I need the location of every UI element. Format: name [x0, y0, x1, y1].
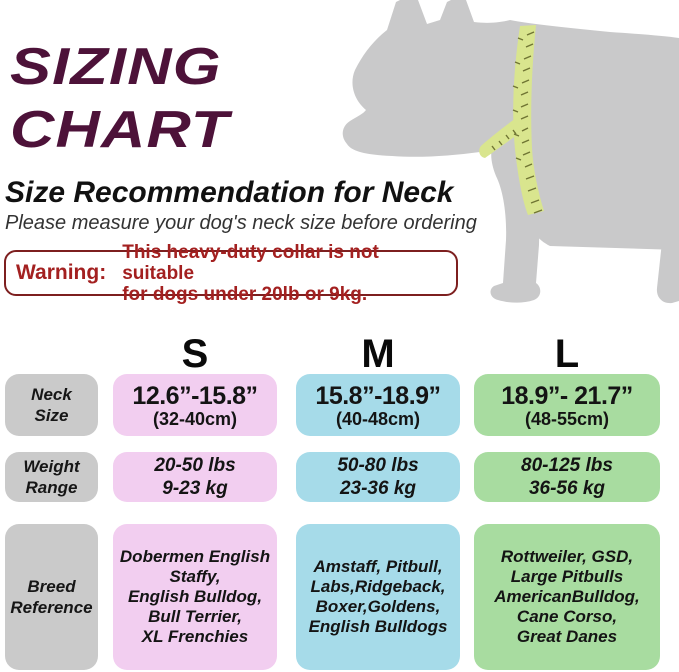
breed-list-s: Dobermen English Staffy, English Bulldog…: [119, 547, 271, 646]
weight-s-kg: 9-23 kg: [162, 478, 228, 499]
column-header-l: L: [554, 332, 580, 376]
row-label-weight-line2: Range: [25, 478, 78, 497]
neck-size-s-inches: 12.6”-15.8”: [132, 381, 258, 410]
breed-reference-cell-s: Dobermen English Staffy, English Bulldog…: [113, 524, 277, 670]
neck-size-cell-m: 15.8”-18.9” (40-48cm): [296, 374, 460, 436]
warning-message-line1: This heavy-duty collar is not suitable: [122, 241, 379, 284]
page-title-line1: SIZING: [10, 38, 222, 96]
weight-s-lbs: 20-50 lbs: [154, 455, 236, 476]
row-label-neck-line1: Neck: [31, 385, 72, 404]
weight-m-kg: 23-36 kg: [339, 478, 417, 499]
weight-range-cell-l: 80-125 lbs 36-56 kg: [474, 452, 660, 502]
row-label-weight-line1: Weight: [23, 457, 80, 476]
neck-size-l-cm: (48-55cm): [524, 408, 610, 429]
warning-label: Warning:: [16, 261, 107, 284]
tape-tick-marks: [491, 31, 543, 214]
page-title: SIZING CHART: [10, 36, 230, 162]
neck-size-cell-l: 18.9”- 21.7” (48-55cm): [474, 374, 660, 436]
weight-m-lbs: 50-80 lbs: [337, 455, 419, 476]
row-label-neck-size: Neck Size: [5, 374, 98, 436]
neck-size-s-cm: (32-40cm): [152, 408, 238, 429]
warning-message: This heavy-duty collar is not suitable f…: [122, 242, 448, 305]
breed-reference-cell-l: Rottweiler, GSD, Large Pitbulls American…: [474, 524, 660, 670]
warning-box: Warning: This heavy-duty collar is not s…: [4, 242, 458, 305]
row-label-breed-line2: Reference: [10, 598, 93, 617]
measure-instruction: Please measure your dog's neck size befo…: [5, 212, 477, 234]
weight-range-cell-m: 50-80 lbs 23-36 kg: [296, 452, 460, 502]
row-label-weight-range: Weight Range: [5, 452, 98, 502]
row-label-breed-line1: Breed: [27, 577, 76, 596]
measuring-tape: [479, 25, 544, 215]
breed-list-m: Amstaff, Pitbull, Labs,Ridgeback, Boxer,…: [308, 557, 448, 636]
neck-size-l-inches: 18.9”- 21.7”: [501, 381, 633, 410]
row-label-neck-line2: Size: [34, 406, 69, 425]
weight-l-kg: 36-56 kg: [528, 478, 606, 499]
breed-list-l: Rottweiler, GSD, Large Pitbulls American…: [494, 547, 640, 646]
warning-message-line2: for dogs under 20lb or 9kg.: [122, 283, 368, 305]
neck-size-m-cm: (40-48cm): [335, 408, 421, 429]
column-header-s: S: [181, 332, 209, 376]
page-title-line2: CHART: [10, 101, 230, 159]
dog-silhouette-figure: [342, 0, 679, 304]
breed-reference-cell-m: Amstaff, Pitbull, Labs,Ridgeback, Boxer,…: [296, 524, 460, 670]
weight-l-lbs: 80-125 lbs: [521, 455, 613, 476]
neck-size-cell-s: 12.6”-15.8” (32-40cm): [113, 374, 277, 436]
section-heading: Size Recommendation for Neck: [5, 176, 454, 209]
column-header-m: M: [361, 332, 395, 376]
weight-range-cell-s: 20-50 lbs 9-23 kg: [113, 452, 277, 502]
neck-size-m-inches: 15.8”-18.9”: [315, 381, 441, 410]
row-label-breed-reference: Breed Reference: [5, 524, 98, 670]
